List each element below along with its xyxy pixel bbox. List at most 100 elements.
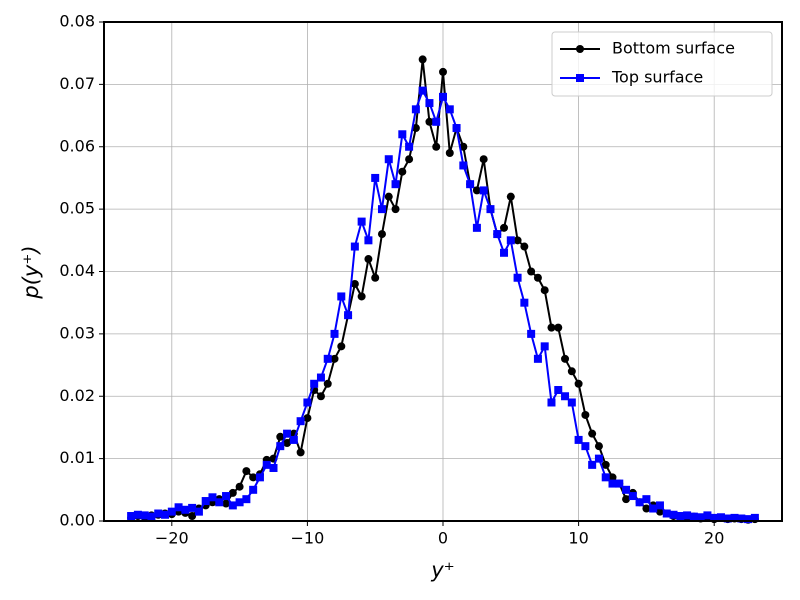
marker bbox=[472, 223, 481, 232]
marker bbox=[194, 507, 203, 516]
marker bbox=[384, 192, 393, 201]
marker bbox=[228, 501, 237, 510]
y-tick-label: 0.02 bbox=[59, 386, 95, 405]
marker bbox=[520, 298, 529, 307]
y-tick-label: 0.06 bbox=[59, 136, 95, 155]
y-tick-label: 0.04 bbox=[59, 261, 95, 280]
marker bbox=[567, 398, 576, 407]
marker bbox=[689, 512, 698, 521]
marker bbox=[500, 223, 509, 232]
marker bbox=[316, 392, 325, 401]
marker bbox=[594, 442, 603, 451]
marker bbox=[357, 217, 366, 226]
legend-marker bbox=[576, 45, 584, 53]
marker bbox=[506, 192, 515, 201]
marker bbox=[384, 155, 393, 164]
marker bbox=[533, 354, 542, 363]
marker bbox=[479, 186, 488, 195]
marker bbox=[445, 148, 454, 157]
marker bbox=[547, 398, 556, 407]
x-tick-label: 10 bbox=[568, 529, 588, 548]
marker bbox=[350, 242, 359, 251]
marker bbox=[540, 342, 549, 351]
marker bbox=[289, 435, 298, 444]
marker bbox=[377, 205, 386, 214]
legend-label: Bottom surface bbox=[612, 39, 735, 58]
marker bbox=[296, 417, 305, 426]
marker bbox=[181, 505, 190, 514]
marker bbox=[235, 482, 244, 491]
marker bbox=[683, 511, 692, 520]
marker bbox=[588, 460, 597, 469]
marker bbox=[425, 117, 434, 126]
marker bbox=[323, 379, 332, 388]
marker bbox=[628, 492, 637, 501]
marker bbox=[622, 485, 631, 494]
marker bbox=[154, 509, 163, 518]
marker bbox=[540, 286, 549, 295]
y-tick-label: 0.03 bbox=[59, 323, 95, 342]
marker bbox=[615, 479, 624, 488]
marker bbox=[283, 429, 292, 438]
marker bbox=[723, 514, 732, 523]
marker bbox=[533, 273, 542, 282]
marker bbox=[161, 510, 170, 519]
marker bbox=[567, 367, 576, 376]
marker bbox=[425, 99, 434, 108]
marker bbox=[716, 513, 725, 522]
marker bbox=[594, 454, 603, 463]
marker bbox=[249, 473, 258, 482]
marker bbox=[608, 473, 617, 482]
marker bbox=[391, 180, 400, 189]
marker bbox=[411, 105, 420, 114]
y-tick-label: 0.07 bbox=[59, 74, 95, 93]
marker bbox=[486, 205, 495, 214]
marker bbox=[222, 492, 231, 501]
marker bbox=[391, 205, 400, 214]
marker bbox=[188, 512, 197, 521]
legend-label: Top surface bbox=[611, 68, 703, 87]
marker bbox=[235, 498, 244, 507]
marker bbox=[655, 507, 664, 516]
marker bbox=[201, 497, 210, 506]
marker bbox=[249, 485, 258, 494]
marker bbox=[127, 512, 136, 521]
marker bbox=[364, 236, 373, 245]
marker bbox=[344, 311, 353, 320]
marker bbox=[432, 117, 441, 126]
x-tick-label: 0 bbox=[438, 529, 448, 548]
marker bbox=[554, 386, 563, 395]
marker bbox=[744, 515, 753, 524]
y-tick-label: 0.01 bbox=[59, 448, 95, 467]
marker bbox=[466, 180, 475, 189]
marker bbox=[242, 467, 251, 476]
marker bbox=[601, 460, 610, 469]
marker bbox=[377, 230, 386, 239]
marker bbox=[215, 498, 224, 507]
marker bbox=[222, 499, 231, 508]
marker bbox=[167, 507, 176, 516]
marker bbox=[500, 248, 509, 257]
marker bbox=[140, 511, 149, 520]
marker bbox=[581, 442, 590, 451]
marker bbox=[147, 512, 156, 521]
marker bbox=[398, 167, 407, 176]
plot-frame bbox=[103, 21, 783, 522]
marker bbox=[581, 410, 590, 419]
marker bbox=[574, 435, 583, 444]
marker bbox=[303, 414, 312, 423]
marker bbox=[276, 442, 285, 451]
marker bbox=[398, 130, 407, 139]
x-axis-label: y⁺ bbox=[430, 558, 455, 582]
marker bbox=[262, 460, 271, 469]
y-tick-label: 0.00 bbox=[59, 511, 95, 530]
marker bbox=[445, 105, 454, 114]
marker bbox=[371, 273, 380, 282]
marker bbox=[208, 493, 217, 502]
marker bbox=[730, 513, 739, 522]
y-axis-label: p(y⁺) bbox=[19, 245, 43, 299]
marker bbox=[296, 448, 305, 457]
marker bbox=[493, 230, 502, 239]
marker bbox=[242, 495, 251, 504]
